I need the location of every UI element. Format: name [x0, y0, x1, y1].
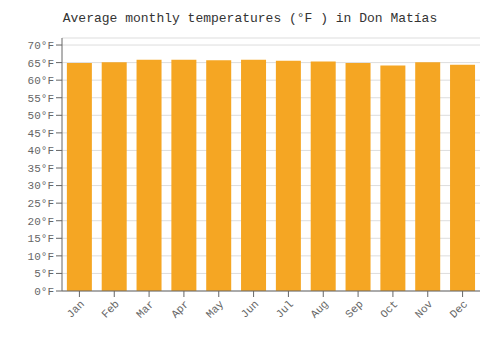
- svg-text:25°F: 25°F: [28, 198, 54, 210]
- svg-text:Jun: Jun: [239, 298, 261, 320]
- svg-text:0°F: 0°F: [34, 286, 54, 298]
- svg-text:May: May: [204, 298, 227, 321]
- svg-text:20°F: 20°F: [28, 216, 54, 228]
- svg-text:30°F: 30°F: [28, 180, 54, 192]
- svg-text:35°F: 35°F: [28, 163, 54, 175]
- html-text:Average monthly temperatures (: Average monthly temperatures (°F ) in Do…: [62, 11, 438, 26]
- svg-text:15°F: 15°F: [28, 233, 54, 245]
- svg-text:Aug: Aug: [308, 298, 330, 320]
- svg-text:Feb: Feb: [99, 298, 121, 320]
- svg-text:Nov: Nov: [413, 298, 436, 321]
- svg-text:Jul: Jul: [274, 298, 296, 320]
- svg-text:45°F: 45°F: [28, 128, 54, 140]
- svg-text:65°F: 65°F: [28, 58, 54, 70]
- svg-text:70°F: 70°F: [28, 40, 54, 52]
- svg-text:60°F: 60°F: [28, 75, 54, 87]
- svg-text:Mar: Mar: [134, 298, 156, 320]
- svg-text:10°F: 10°F: [28, 251, 54, 263]
- svg-text:5°F: 5°F: [34, 268, 54, 280]
- svg-text:Dec: Dec: [448, 298, 470, 320]
- svg-text:Jan: Jan: [65, 298, 87, 320]
- svg-text:Sep: Sep: [343, 298, 365, 320]
- svg-text:Oct: Oct: [378, 298, 400, 320]
- svg-text:40°F: 40°F: [28, 145, 54, 157]
- svg-text:55°F: 55°F: [28, 93, 54, 105]
- svg-text:Apr: Apr: [169, 298, 191, 320]
- svg-text:50°F: 50°F: [28, 110, 54, 122]
